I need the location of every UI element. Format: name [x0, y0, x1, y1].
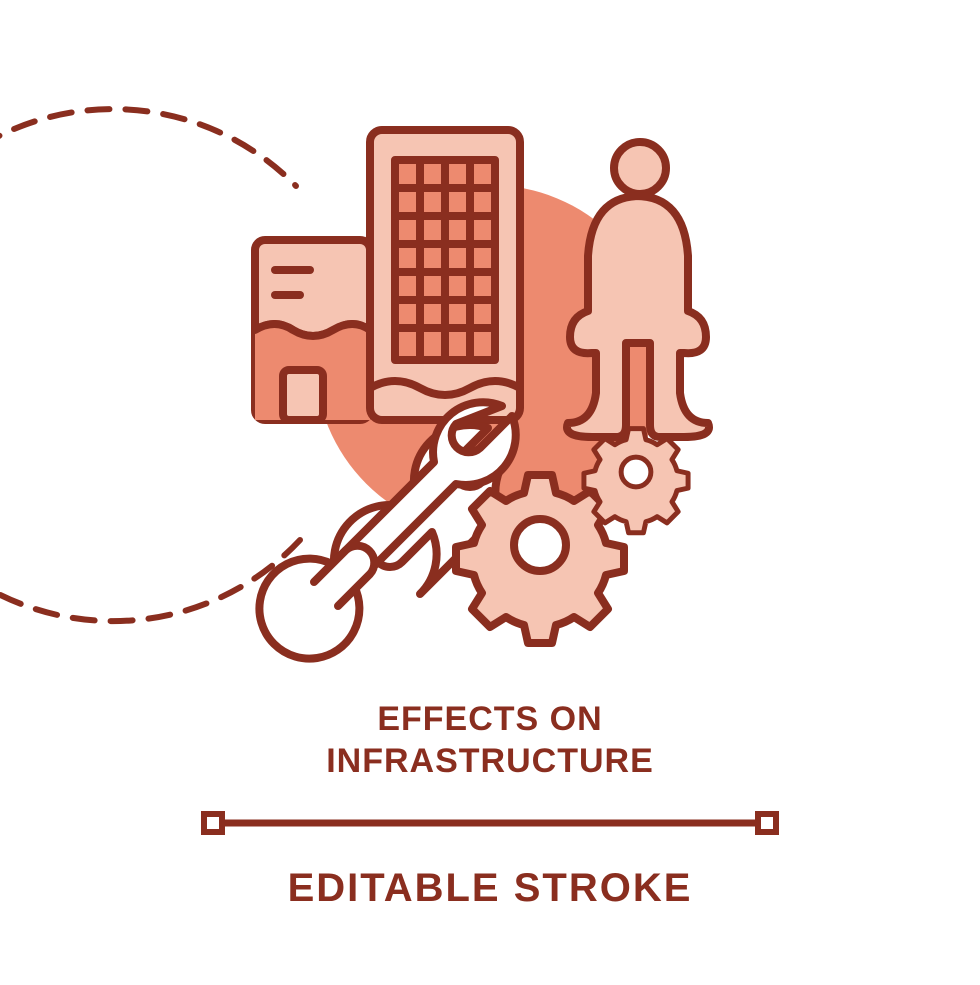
infographic-card: EFFECTS ON INFRASTRUCTURE EDITABLE STROK… — [0, 0, 980, 980]
title-line-2: INFRASTRUCTURE — [0, 742, 980, 781]
building-tall-icon — [370, 130, 520, 420]
divider-rule — [190, 808, 790, 838]
gear-small-icon — [584, 429, 688, 533]
title-line-1: EFFECTS ON — [0, 700, 980, 739]
subtitle: EDITABLE STROKE — [0, 866, 980, 911]
building-small-icon — [255, 240, 370, 420]
